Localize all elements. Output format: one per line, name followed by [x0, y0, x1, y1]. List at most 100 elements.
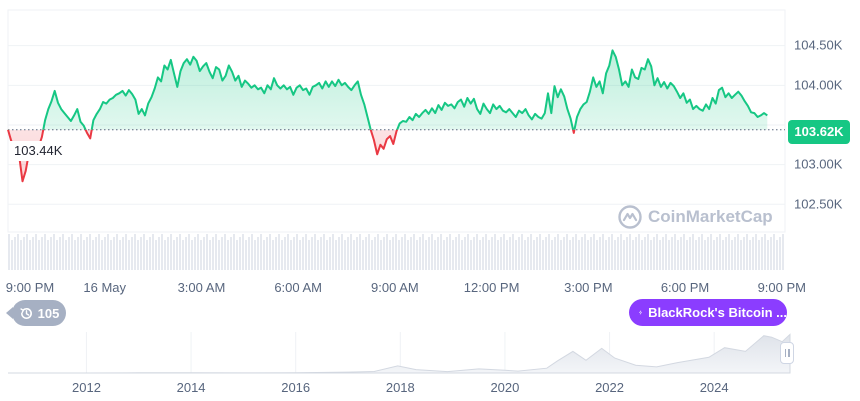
- volume-bar: [173, 240, 175, 270]
- volume-bar: [185, 237, 187, 270]
- volume-bar: [386, 234, 388, 270]
- volume-bar: [776, 240, 778, 270]
- volume-bar: [587, 240, 589, 270]
- volume-bar: [482, 237, 484, 270]
- volume-bar: [545, 237, 547, 270]
- volume-bar: [671, 237, 673, 270]
- history-tick-label: 2020: [490, 380, 519, 395]
- volume-bar: [530, 234, 532, 270]
- volume-bar: [509, 237, 511, 270]
- volume-bar: [590, 237, 592, 270]
- volume-bar: [155, 240, 157, 270]
- volume-bar: [593, 234, 595, 270]
- volume-bar: [206, 234, 208, 270]
- volume-bar: [680, 237, 682, 270]
- history-count: 105: [37, 305, 60, 321]
- volume-bar: [425, 240, 427, 270]
- volume-bar: [758, 240, 760, 270]
- volume-bar: [716, 237, 718, 270]
- volume-bar: [515, 240, 517, 270]
- price-line-down: [7, 129, 576, 183]
- volume-bar: [14, 237, 16, 270]
- volume-bar: [767, 240, 769, 270]
- range-slider-handle[interactable]: [780, 342, 794, 364]
- volume-bar: [164, 240, 166, 270]
- volume-bar: [641, 240, 643, 270]
- volume-bar: [194, 237, 196, 270]
- volume-bar: [104, 237, 106, 270]
- volume-bar: [455, 237, 457, 270]
- volume-bar: [215, 234, 217, 270]
- volume-bar: [116, 234, 118, 270]
- volume-bar: [41, 237, 43, 270]
- volume-bar: [443, 240, 445, 270]
- volume-bar: [257, 237, 259, 270]
- volume-bar: [200, 240, 202, 270]
- volume-bar: [506, 240, 508, 270]
- volume-bar: [479, 240, 481, 270]
- volume-bar: [692, 234, 694, 270]
- volume-bar: [203, 237, 205, 270]
- volume-bar: [242, 234, 244, 270]
- x-tick-label: 9:00 AM: [371, 280, 419, 295]
- volume-bar: [689, 237, 691, 270]
- volume-bar: [695, 240, 697, 270]
- volume-bar: [266, 237, 268, 270]
- volume-bar: [26, 234, 28, 270]
- volume-bar: [743, 237, 745, 270]
- news-event-pill[interactable]: BlackRock's Bitcoin ...: [629, 299, 787, 326]
- volume-bar: [269, 234, 271, 270]
- volume-bar: [452, 240, 454, 270]
- volume-bar: [152, 234, 154, 270]
- volume-bar: [572, 237, 574, 270]
- volume-bar: [179, 234, 181, 270]
- volume-bar: [713, 240, 715, 270]
- volume-bar: [56, 240, 58, 270]
- volume-bar: [779, 237, 781, 270]
- volume-bar: [632, 240, 634, 270]
- volume-bar: [149, 237, 151, 270]
- volume-bar: [395, 234, 397, 270]
- history-tick-label: 2016: [281, 380, 310, 395]
- volume-bar: [563, 237, 565, 270]
- lightning-bolt-icon: [639, 310, 642, 315]
- y-tick-label: 102.50K: [794, 196, 843, 211]
- volume-bar: [740, 240, 742, 270]
- volume-bar: [566, 234, 568, 270]
- volume-bar: [707, 237, 709, 270]
- volume-bar: [320, 237, 322, 270]
- volume-bar: [107, 234, 109, 270]
- volume-bar: [275, 237, 277, 270]
- volume-bar: [131, 237, 133, 270]
- volume-bar: [491, 237, 493, 270]
- volume-bar: [332, 234, 334, 270]
- volume-bar: [746, 234, 748, 270]
- volume-bar: [230, 237, 232, 270]
- volume-bar: [68, 237, 70, 270]
- volume-bar: [113, 237, 115, 270]
- plot-frame: [7, 9, 786, 233]
- volume-bar: [407, 240, 409, 270]
- volume-bar: [461, 240, 463, 270]
- volume-bar: [683, 234, 685, 270]
- volume-bar: [233, 234, 235, 270]
- coinmarketcap-logo-icon: [618, 205, 642, 229]
- volume-bar: [86, 237, 88, 270]
- volume-bar: [125, 234, 127, 270]
- volume-bar: [365, 237, 367, 270]
- volume-bar: [488, 240, 490, 270]
- volume-bar: [248, 237, 250, 270]
- volume-bar: [272, 240, 274, 270]
- history-navigator[interactable]: 2012 2014 2016 2018 2020 2022 2024: [8, 332, 791, 395]
- volume-bar: [440, 234, 442, 270]
- volume-bar: [239, 237, 241, 270]
- volume-bar: [584, 234, 586, 270]
- y-tick-label: 104.00K: [794, 77, 843, 92]
- y-tick-label: 103.00K: [794, 157, 843, 172]
- volume-bar: [575, 234, 577, 270]
- history-button[interactable]: 105: [6, 300, 66, 326]
- volume-bar: [71, 234, 73, 270]
- current-price-badge: 103.62K: [788, 120, 850, 144]
